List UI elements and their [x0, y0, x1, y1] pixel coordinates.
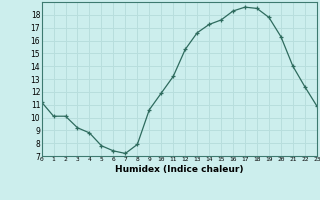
X-axis label: Humidex (Indice chaleur): Humidex (Indice chaleur)	[115, 165, 244, 174]
